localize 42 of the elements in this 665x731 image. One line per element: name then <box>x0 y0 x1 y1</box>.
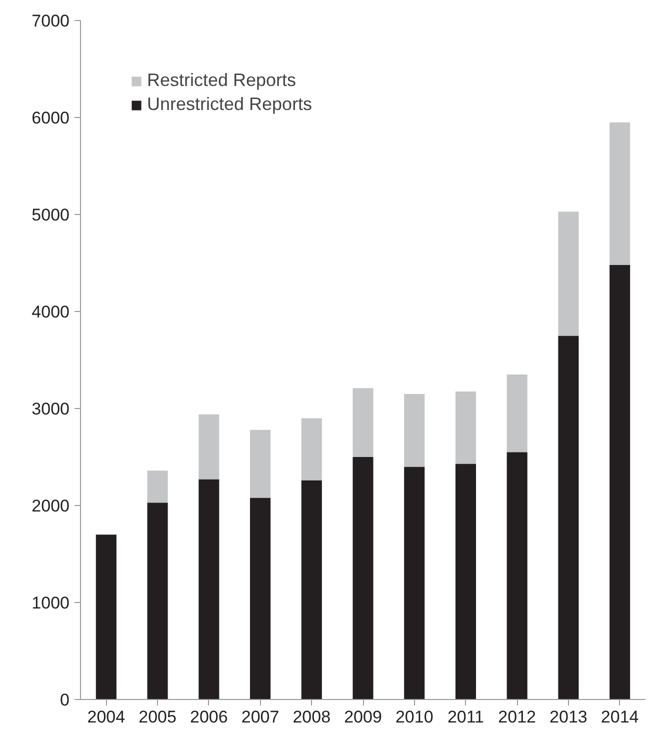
bar <box>455 392 476 464</box>
x-tick-label: 2005 <box>138 708 176 726</box>
legend-label: Unrestricted Reports <box>147 94 312 115</box>
bar <box>506 374 528 452</box>
bar <box>301 418 322 480</box>
bar <box>301 480 322 700</box>
bar <box>147 502 168 700</box>
y-tick-label: 3000 <box>32 400 70 418</box>
x-tick-label: 2014 <box>600 708 639 726</box>
bar <box>352 388 374 457</box>
bar <box>198 414 220 480</box>
bar <box>404 466 425 700</box>
x-tick-label: 2012 <box>498 708 536 726</box>
bar <box>250 498 271 700</box>
x-tick-label: 2008 <box>292 708 331 726</box>
x-tick-label: 2004 <box>87 708 126 726</box>
bar <box>96 534 116 700</box>
x-tick-label: 2010 <box>395 708 434 726</box>
bar <box>455 464 476 700</box>
bar <box>250 430 271 498</box>
bar <box>558 212 579 336</box>
bar <box>610 122 630 265</box>
x-tick-label: 2013 <box>550 708 588 726</box>
y-tick-label: 0 <box>60 690 70 710</box>
x-tick-label: 2011 <box>447 708 484 726</box>
y-tick-label: 6000 <box>32 108 70 128</box>
y-tick-label: 2000 <box>32 496 70 516</box>
bar <box>198 479 220 700</box>
y-tick-label: 1000 <box>32 594 70 612</box>
legend-label: Restricted Reports <box>147 70 296 91</box>
bar <box>352 457 374 700</box>
x-tick-label: 2006 <box>190 708 228 726</box>
y-tick-label: 7000 <box>32 12 70 30</box>
bar <box>147 470 168 503</box>
bar <box>558 336 579 700</box>
y-tick-label: 5000 <box>32 206 70 224</box>
bar <box>610 264 630 700</box>
bar <box>506 452 528 700</box>
x-tick-label: 2007 <box>241 708 280 726</box>
y-tick-label: 4000 <box>32 302 70 322</box>
x-tick-label: 2009 <box>344 708 382 726</box>
bar <box>404 394 425 467</box>
